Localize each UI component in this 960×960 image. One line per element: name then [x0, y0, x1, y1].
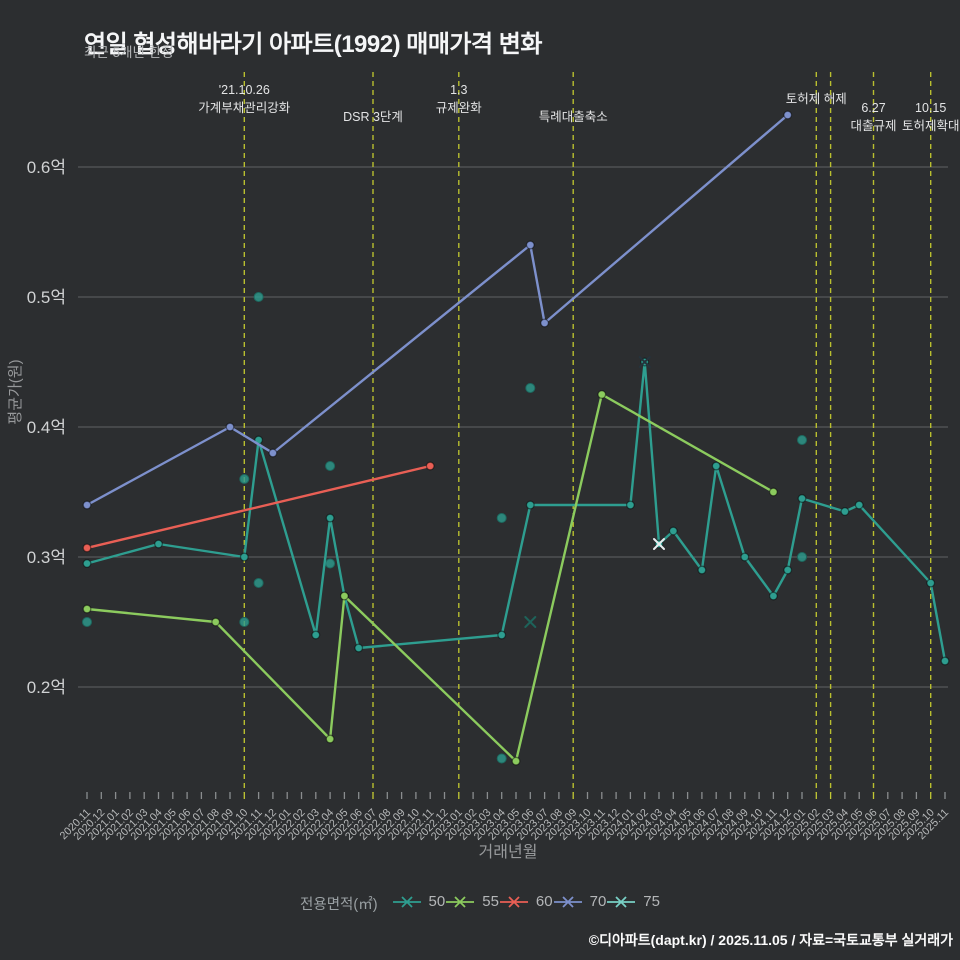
legend-marker-icon [499, 896, 528, 908]
event-label: 토허제확대 [902, 119, 960, 133]
series-75-x-marker [638, 356, 651, 368]
legend-label: 60 [535, 893, 553, 911]
legend-item-50: 50 [392, 893, 446, 911]
series-point-55 [511, 756, 521, 766]
scatter-point [797, 552, 807, 562]
legend-item-70: 70 [553, 893, 607, 911]
series-point-50 [711, 461, 721, 471]
event-label: 토허제 해제 [786, 92, 847, 106]
series-point-55 [325, 734, 335, 744]
scatter-point [253, 292, 264, 302]
series-75-x-marker [524, 616, 537, 628]
series-point-50 [325, 513, 335, 523]
legend-label: 55 [482, 893, 499, 911]
scatter-point [82, 617, 92, 627]
legend-marker-icon [392, 896, 421, 908]
series-point-55 [597, 390, 607, 399]
legend-label: 75 [643, 893, 660, 911]
series-point-55 [339, 591, 349, 601]
series-point-70 [268, 448, 278, 458]
series-point-60 [82, 543, 92, 553]
series-point-50 [525, 500, 535, 510]
series-point-70 [225, 422, 235, 432]
legend-item-75: 75 [606, 893, 660, 910]
series-75-x-marker [653, 538, 665, 550]
series-line-70 [85, 113, 789, 507]
scatter-point [253, 578, 264, 588]
event-label: 6.27 [861, 101, 885, 115]
event-label: 가계부채관리강화 [198, 101, 291, 115]
scatter-point [325, 558, 336, 569]
series-point-50 [239, 552, 249, 562]
scatter-point [496, 753, 507, 764]
legend-label: 70 [589, 893, 607, 911]
series-point-70 [525, 240, 535, 250]
series-point-50 [625, 500, 635, 510]
series-point-50 [926, 578, 936, 588]
series-point-60 [425, 461, 435, 471]
series-point-50 [154, 539, 163, 549]
legend: 전용면적(㎡) 50 55 60 70 75 [300, 893, 660, 914]
event-label: 10.15 [915, 101, 946, 115]
y-axis-title: 평균가(원) [7, 359, 24, 424]
series-point-70 [540, 318, 550, 328]
series-point-50 [783, 565, 793, 575]
x-axis-title: 거래년월 [479, 843, 538, 861]
scatter-point [325, 461, 336, 471]
legend-items: 50 55 60 70 75 [392, 893, 660, 914]
series-point-50 [854, 500, 864, 510]
series-point-55 [211, 617, 221, 627]
series-point-55 [82, 604, 92, 614]
event-label: 특례대출축소 [539, 110, 608, 124]
legend-item-60: 60 [499, 893, 553, 910]
series-point-50 [311, 630, 321, 640]
y-tick-label: 0.3억 [27, 548, 66, 567]
y-tick-label: 0.6억 [27, 158, 66, 177]
event-label: 1.3 [450, 83, 467, 97]
y-tick-label: 0.5억 [27, 288, 66, 307]
series-line-60 [85, 464, 432, 550]
series-point-50 [840, 507, 850, 516]
event-label: DSR 3단계 [343, 110, 403, 124]
scatter-point [239, 617, 250, 627]
legend-item-55: 55 [445, 893, 499, 910]
series-point-50 [668, 526, 678, 536]
series-point-50 [82, 559, 92, 568]
legend-marker-icon [446, 896, 475, 908]
legend-label: 50 [428, 893, 446, 911]
scatter-point [797, 435, 807, 445]
series-point-70 [82, 500, 92, 510]
series-point-50 [768, 591, 778, 601]
series-point-70 [783, 110, 793, 120]
legend-title: 전용면적(㎡) [300, 897, 378, 913]
legend-marker-icon [607, 896, 636, 908]
series-point-50 [354, 643, 364, 653]
series-point-50 [940, 656, 950, 666]
scatter-point [525, 383, 536, 393]
series-line-50 [85, 360, 947, 663]
scatter-point [496, 513, 507, 523]
footer-credit: ©디아파트(dapt.kr) / 2025.11.05 / 자료=국토교통부 실… [588, 932, 953, 948]
scatter-point [239, 474, 250, 484]
y-tick-label: 0.2억 [27, 678, 66, 697]
y-tick-label: 0.4억 [27, 418, 66, 437]
event-label: 규제완화 [436, 101, 483, 115]
event-label: '21.10.26 [219, 83, 270, 97]
event-label: 대출규제 [850, 119, 896, 133]
legend-marker-icon [553, 896, 582, 908]
chart-title: 연일 협성해바라기 아파트(1992) 매매가격 변화 [84, 31, 542, 59]
series-point-50 [497, 630, 507, 640]
series-point-50 [797, 494, 807, 503]
series-point-50 [697, 565, 707, 575]
chart-subtitle: 최근 5개년 한정 [84, 45, 174, 60]
series-point-50 [740, 552, 750, 562]
series-point-55 [768, 487, 778, 497]
